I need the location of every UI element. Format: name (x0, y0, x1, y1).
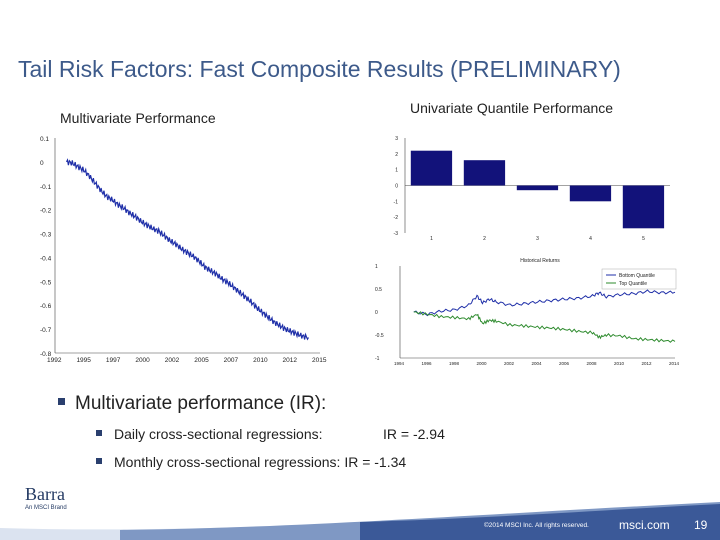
bullet-square-icon (96, 458, 102, 465)
bullet-multivariate-text: Multivariate performance (IR): (75, 393, 327, 414)
hist-x-tick: 2010 (614, 361, 625, 366)
bullet-square-icon (96, 430, 102, 437)
slide-title: Tail Risk Factors: Fast Composite Result… (18, 56, 621, 82)
hist-y-tick: -1 (375, 356, 380, 362)
multivariate-chart: 0.1 0 -0.1 -0.2 -0.3 -0.4 -0.5 -0.6 -0.7 -0.81992… (40, 136, 327, 364)
quantile-bar (463, 160, 506, 186)
multi-x-tick: 1997 (106, 357, 121, 364)
quantile-bar (410, 150, 453, 186)
bars-x-tick: 1 (430, 236, 433, 242)
bars-x-tick: 5 (642, 236, 645, 242)
bullet-daily-label: Daily cross-sectional regressions: (114, 426, 323, 442)
hist-x-tick: 2012 (642, 361, 653, 366)
multi-y-tick: -0.5 (40, 279, 52, 286)
hist-x-tick: 2014 (669, 361, 680, 366)
univariate-heading: Univariate Quantile Performance (410, 100, 614, 116)
bullet-monthly-label: Monthly cross-sectional regressions: (114, 454, 341, 470)
multi-y-tick: 0.1 (40, 136, 49, 143)
multi-y-tick: 0 (40, 160, 44, 167)
multi-x-tick: 2012 (283, 357, 298, 364)
bars-x-tick: 4 (589, 236, 592, 242)
hist-y-tick: 0 (375, 310, 378, 316)
multi-x-tick: 2015 (312, 357, 327, 364)
barra-logo-sub: An MSCI Brand (25, 505, 67, 511)
multi-y-tick: -0.8 (40, 351, 52, 358)
multi-x-tick: 2000 (135, 357, 150, 364)
hist-y-tick: 1 (375, 264, 378, 270)
hist-x-tick: 2000 (477, 361, 488, 366)
bullet-daily: Daily cross-sectional regressions: IR = -… (96, 426, 445, 442)
bullet-square-icon (58, 398, 65, 406)
bars-y-tick: 0 (395, 184, 398, 190)
hist-x-tick: 2006 (559, 361, 570, 366)
hist-x-tick: 2004 (532, 361, 543, 366)
quantile-bar (622, 185, 665, 229)
quantile-bar-chart: 3 2 1 0 -1 -2 -3 1 2 3 4 5 (394, 136, 670, 242)
multi-y-tick: -0.3 (40, 232, 52, 239)
quantile-bar (516, 185, 559, 191)
hist-y-tick: -0.5 (375, 333, 384, 339)
multi-y-tick: -0.1 (40, 184, 52, 191)
bullet-daily-ir: IR = -2.94 (383, 426, 445, 442)
footer-copyright: ©2014 MSCI Inc. All rights reserved. (484, 522, 589, 529)
historical-returns-chart: Historical Returns 1 0.5 0 -0.5 -1 1994 1996 19… (375, 258, 680, 366)
bars-y-tick: -3 (394, 231, 399, 237)
footer-msci-link[interactable]: msci.com (619, 518, 670, 532)
multi-y-tick: -0.7 (40, 327, 52, 334)
bars-y-tick: 2 (395, 152, 398, 158)
multi-y-tick: -0.2 (40, 208, 52, 215)
bullet-monthly: Monthly cross-sectional regressions: IR … (96, 454, 406, 470)
hist-x-tick: 2002 (504, 361, 515, 366)
footer-band (0, 502, 720, 540)
multi-x-tick: 2010 (253, 357, 268, 364)
legend-bottom-quantile: Bottom Quantile (619, 273, 655, 279)
hist-x-tick: 1998 (449, 361, 460, 366)
bars-y-tick: -1 (394, 199, 399, 205)
multi-x-tick: 2005 (194, 357, 209, 364)
bars-y-tick: 3 (395, 136, 398, 142)
page-number: 19 (694, 518, 708, 532)
top-quantile-line (413, 311, 676, 343)
hist-x-tick: 2008 (587, 361, 598, 366)
multi-x-tick: 1995 (76, 357, 91, 364)
barra-logo: Barra (25, 484, 65, 504)
bars-y-tick: -2 (394, 215, 399, 221)
multi-y-tick: -0.4 (40, 255, 52, 262)
historical-chart-title: Historical Returns (520, 258, 560, 264)
multi-x-tick: 1992 (47, 357, 62, 364)
multi-y-tick: -0.6 (40, 303, 52, 310)
hist-x-tick: 1994 (394, 361, 405, 366)
multi-x-tick: 2007 (224, 357, 239, 364)
bars-x-tick: 2 (483, 236, 486, 242)
legend-top-quantile: Top Quantile (619, 281, 647, 287)
multivariate-heading: Multivariate Performance (60, 110, 216, 126)
bottom-quantile-line (413, 289, 676, 317)
bars-y-tick: 1 (395, 168, 398, 174)
hist-x-tick: 1996 (422, 361, 433, 366)
bars-x-tick: 3 (536, 236, 539, 242)
historical-legend: Bottom Quantile Top Quantile (601, 268, 677, 290)
multi-x-tick: 2002 (165, 357, 180, 364)
multivariate-series-line (65, 158, 310, 341)
bullet-multivariate: Multivariate performance (IR): (58, 393, 326, 415)
hist-y-tick: 0.5 (375, 287, 382, 293)
quantile-bar (569, 185, 612, 202)
bullet-monthly-ir: IR = -1.34 (344, 454, 407, 470)
